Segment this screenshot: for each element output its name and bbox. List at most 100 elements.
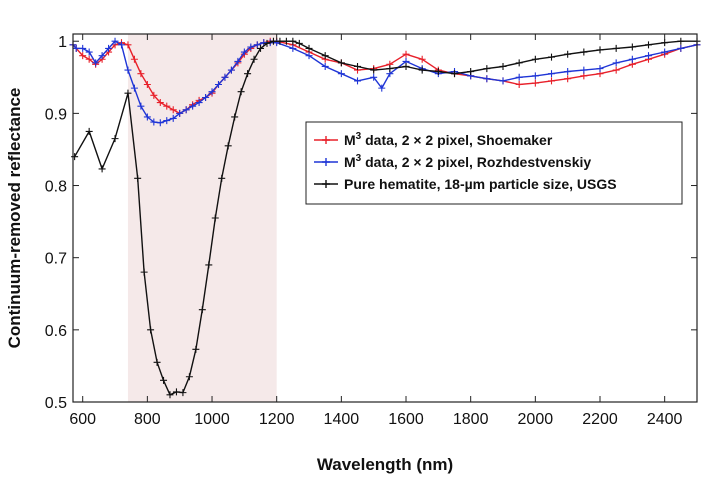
data-point (189, 102, 197, 110)
data-point (137, 70, 145, 78)
data-point (92, 59, 100, 67)
data-point (677, 44, 685, 52)
data-point (79, 52, 87, 60)
legend-marker (322, 158, 330, 166)
data-point (661, 48, 669, 56)
data-point (176, 109, 184, 117)
legend-entry: M3 data, 2 × 2 pixel, Rozhdestvenskiy (314, 153, 591, 170)
axis-ticks: 600 800 1000 1200 1400 1600 1800 2000 2200 2400 0.… (45, 34, 697, 428)
data-point (434, 68, 442, 76)
data-point (195, 99, 203, 107)
data-point (124, 89, 132, 97)
data-point (169, 114, 177, 122)
legend-entry: Pure hematite, 18-µm particle size, USGS (314, 176, 617, 192)
data-point (85, 127, 93, 135)
data-point (564, 50, 572, 58)
data-point (515, 59, 523, 67)
data-point (98, 52, 106, 60)
data-point (580, 66, 588, 74)
data-point (354, 77, 362, 85)
data-point (71, 153, 79, 161)
legend-label: Pure hematite, 18-µm particle size, USGS (344, 176, 617, 192)
data-point (105, 44, 113, 52)
data-point (612, 59, 620, 67)
x-tick-label: 800 (134, 411, 161, 428)
x-tick-label: 2000 (518, 411, 554, 428)
data-point (467, 68, 475, 76)
legend-marker (322, 180, 330, 188)
data-point (185, 373, 193, 381)
data-point (282, 37, 290, 45)
y-tick-label: 0.9 (45, 106, 67, 123)
legend-box (305, 121, 683, 205)
legend-label: M3 data, 2 × 2 pixel, Rozhdestvenskiy (344, 153, 591, 170)
data-point (72, 44, 80, 52)
data-point (150, 91, 158, 99)
series-2 (71, 37, 701, 399)
data-point (172, 388, 180, 396)
y-tick-label: 0.5 (45, 395, 67, 412)
y-axis-title: Continuum-removed reflectance (5, 88, 24, 349)
x-tick-label: 2400 (647, 411, 683, 428)
data-point (143, 81, 151, 89)
data-point (130, 55, 138, 63)
data-point (85, 55, 93, 63)
data-point (305, 52, 313, 60)
data-point (137, 102, 145, 110)
data-point (418, 66, 426, 74)
data-point (227, 66, 235, 74)
data-point (98, 165, 106, 173)
data-point (124, 41, 132, 49)
data-point (140, 268, 148, 276)
data-point (548, 53, 556, 61)
data-point (208, 88, 216, 96)
data-point (402, 50, 410, 58)
data-point (182, 106, 190, 114)
x-axis-title: Wavelength (nm) (317, 455, 453, 474)
y-tick-label: 0.6 (45, 323, 67, 340)
data-point (499, 77, 507, 85)
data-point (247, 43, 255, 51)
data-point (234, 57, 242, 65)
data-point (150, 118, 158, 126)
x-tick-label: 1600 (388, 411, 424, 428)
data-point (117, 41, 125, 49)
y-tick-label: 0.7 (45, 251, 67, 268)
data-point (378, 84, 386, 92)
data-point (483, 75, 491, 83)
data-point (499, 62, 507, 70)
data-point (124, 66, 132, 74)
data-point (134, 174, 142, 182)
data-point (612, 44, 620, 52)
data-point (612, 66, 620, 74)
x-tick-label: 1800 (453, 411, 489, 428)
data-point (192, 345, 200, 353)
data-point (661, 39, 669, 47)
x-tick-label: 1000 (194, 411, 230, 428)
data-point (166, 391, 174, 399)
data-point (79, 44, 87, 52)
data-point (321, 52, 329, 60)
data-point (531, 72, 539, 80)
data-point (370, 66, 378, 74)
x-tick-label: 1200 (259, 411, 295, 428)
data-point (169, 106, 177, 114)
data-point (179, 389, 187, 397)
data-point (211, 214, 219, 222)
data-point (548, 77, 556, 85)
data-point (250, 55, 258, 63)
data-point (628, 43, 636, 51)
data-point (337, 59, 345, 67)
data-point (451, 70, 459, 78)
data-point (337, 70, 345, 78)
x-tick-label: 600 (69, 411, 96, 428)
data-point (515, 73, 523, 81)
data-point (531, 55, 539, 63)
data-point (273, 39, 281, 47)
data-point (163, 117, 171, 125)
data-point (231, 113, 239, 121)
data-point (198, 306, 206, 314)
data-point (263, 39, 271, 47)
data-point (253, 41, 261, 49)
